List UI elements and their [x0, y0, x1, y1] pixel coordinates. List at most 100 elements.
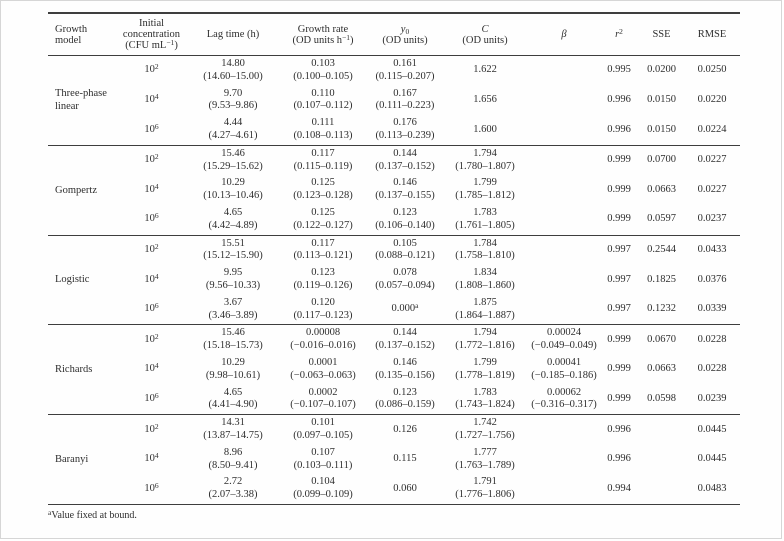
cell-confidence-interval: (2.07–3.38): [208, 489, 258, 501]
cell-y0: 0.105 (0.088–0.121): [369, 234, 441, 266]
cell-confidence-interval: (0.115–0.119): [293, 160, 353, 172]
cell-confidence-interval: (9.56–10.33): [205, 279, 261, 291]
table-header: Growth model Initial concentration (CFU …: [48, 13, 740, 56]
cell-sse: 0.0700: [639, 144, 684, 176]
cell-sse: 0.0663: [647, 183, 676, 195]
header-concentration-line3: (CFU mL−1): [125, 38, 178, 51]
cell-confidence-interval: (10.13–10.46): [203, 190, 263, 202]
cell-value: 1.783: [473, 206, 497, 218]
cell-conc: 104: [144, 451, 159, 465]
cell-beta: [529, 144, 599, 176]
header-c-symbol: C: [481, 23, 489, 35]
cell-rmse: 0.0237: [697, 213, 727, 225]
cell-confidence-interval: (1.785–1.812): [455, 190, 515, 202]
cell-confidence-interval: (1.761–1.805): [455, 219, 515, 231]
cell-value: 1.799: [473, 177, 497, 189]
cell-confidence-interval: (−0.016–0.016): [290, 340, 356, 352]
cell-r2: 0.996: [599, 414, 639, 445]
cell-value: 10.29: [221, 356, 245, 368]
cell-rate: 0.0001 (−0.063–0.063): [277, 355, 369, 385]
table-row: Gompertz 102 15.46 (15.29–15.62) 0.117 (0.115…: [48, 144, 740, 236]
cell-conc: 106: [144, 390, 159, 404]
col-header-growth-model: Growth model: [48, 13, 114, 56]
cell-value: 0.0001: [308, 356, 338, 368]
cell-r2: 0.999: [607, 363, 631, 375]
cell-confidence-interval: (15.18–15.73): [203, 340, 263, 352]
cell-rmse: 0.0433: [684, 234, 740, 266]
header-c-units: (OD units): [462, 34, 508, 46]
cell-rate: 0.120 (0.117–0.123): [277, 295, 369, 325]
cell-confidence-interval: (4.42–4.89): [208, 219, 258, 231]
cell-r2: 0.999: [607, 213, 631, 225]
cell-value: 1.783: [473, 386, 497, 398]
cell-y0: 0.161 (0.115–0.207): [369, 56, 441, 86]
cell-confidence-interval: (0.137–0.152): [375, 160, 435, 172]
cell-c: 1.784 (1.758–1.810): [441, 234, 529, 266]
header-growth-rate-line2: (OD units h−1): [292, 32, 354, 46]
col-header-c: C (OD units): [441, 13, 529, 56]
cell-confidence-interval: (1.778–1.819): [455, 369, 515, 381]
cell-confidence-interval: (9.98–10.61): [205, 369, 261, 381]
cell-value: 9.70: [223, 87, 243, 99]
cell-c: 1.656: [473, 93, 497, 105]
cell-value: 3.67: [223, 296, 243, 308]
cell-rmse: 0.0250: [697, 64, 727, 76]
cell-c: 1.783 (1.761–1.805): [441, 205, 529, 235]
cell-value: 0.123: [311, 267, 335, 279]
cell-value: 0.123: [393, 206, 417, 218]
cell-c: 1.783 (1.743–1.824): [441, 385, 529, 415]
cell-value: 2.72: [223, 476, 243, 488]
cell-c: 1.794 (1.780–1.807): [441, 144, 529, 176]
cell-confidence-interval: (3.46–3.89): [208, 309, 258, 321]
cell-rate: 0.125 (0.123–0.128): [277, 175, 369, 205]
cell-r2: 0.995: [607, 64, 631, 76]
table-body: Three-phase linear 102 14.80 (14.60–15.00) 0…: [48, 56, 740, 505]
cell-sse: 0.1825: [647, 273, 676, 285]
cell-value: 15.46: [221, 327, 245, 339]
cell-lag: 3.67 (3.46–3.89): [189, 295, 277, 325]
cell-confidence-interval: (9.53–9.86): [208, 100, 258, 112]
cell-r2: 0.997: [607, 273, 631, 285]
cell-y0: 0.146 (0.135–0.156): [369, 355, 441, 385]
cell-value: 0.103: [311, 58, 335, 69]
cell-rate: 0.103 (0.100–0.105): [277, 56, 369, 86]
cell-value: 8.96: [223, 446, 243, 458]
cell-confidence-interval: (0.100–0.105): [293, 70, 353, 82]
header-row: Growth model Initial concentration (CFU …: [48, 13, 740, 56]
cell-value: 0.117: [311, 237, 335, 249]
cell-c: 1.834 (1.808–1.860): [441, 265, 529, 295]
cell-value: 0.107: [311, 446, 335, 458]
cell-confidence-interval: (−0.316–0.317): [531, 399, 597, 411]
growth-models-table: Growth model Initial concentration (CFU …: [48, 12, 740, 505]
cell-value: 0.144: [393, 327, 417, 339]
cell-y0: 0.126: [369, 414, 441, 445]
cell-confidence-interval: (4.41–4.90): [208, 399, 258, 411]
cell-lag: 4.65 (4.41–4.90): [189, 385, 277, 415]
cell-beta: [529, 205, 599, 235]
cell-c: 1.799 (1.778–1.819): [441, 355, 529, 385]
cell-rate: 0.0002 (−0.107–0.107): [277, 385, 369, 415]
col-header-rmse: RMSE: [684, 13, 740, 56]
cell-rate: 0.117 (0.115–0.119): [277, 144, 369, 176]
cell-value: 1.784: [473, 237, 497, 249]
cell-conc: 106: [144, 211, 159, 225]
cell-r2: 0.994: [607, 482, 631, 494]
cell-confidence-interval: (0.117–0.123): [293, 309, 353, 321]
cell-rate: 0.117 (0.113–0.121): [277, 234, 369, 266]
cell-confidence-interval: (0.111–0.223): [375, 100, 435, 112]
cell-r2: 0.997: [599, 234, 639, 266]
cell-conc: 102: [144, 62, 159, 76]
cell-value: 15.46: [221, 147, 245, 159]
table-row: 106 4.65 (4.41–4.90) 0.0002 (−0.107–0.107) 0.…: [48, 385, 740, 415]
cell-rmse: 0.0227: [684, 144, 740, 176]
cell-rmse: 0.0445: [697, 453, 727, 465]
cell-confidence-interval: (15.12–15.90): [203, 250, 263, 262]
cell-value: 1.799: [473, 356, 497, 368]
growth-model-name: Logistic: [48, 234, 114, 325]
cell-beta: [529, 474, 599, 504]
cell-sse: 0.0150: [647, 123, 676, 135]
cell-sse: 0.2544: [639, 234, 684, 266]
cell-confidence-interval: (0.106–0.140): [375, 219, 435, 231]
table-row: Three-phase linear 102 14.80 (14.60–15.00) 0…: [48, 56, 740, 112]
